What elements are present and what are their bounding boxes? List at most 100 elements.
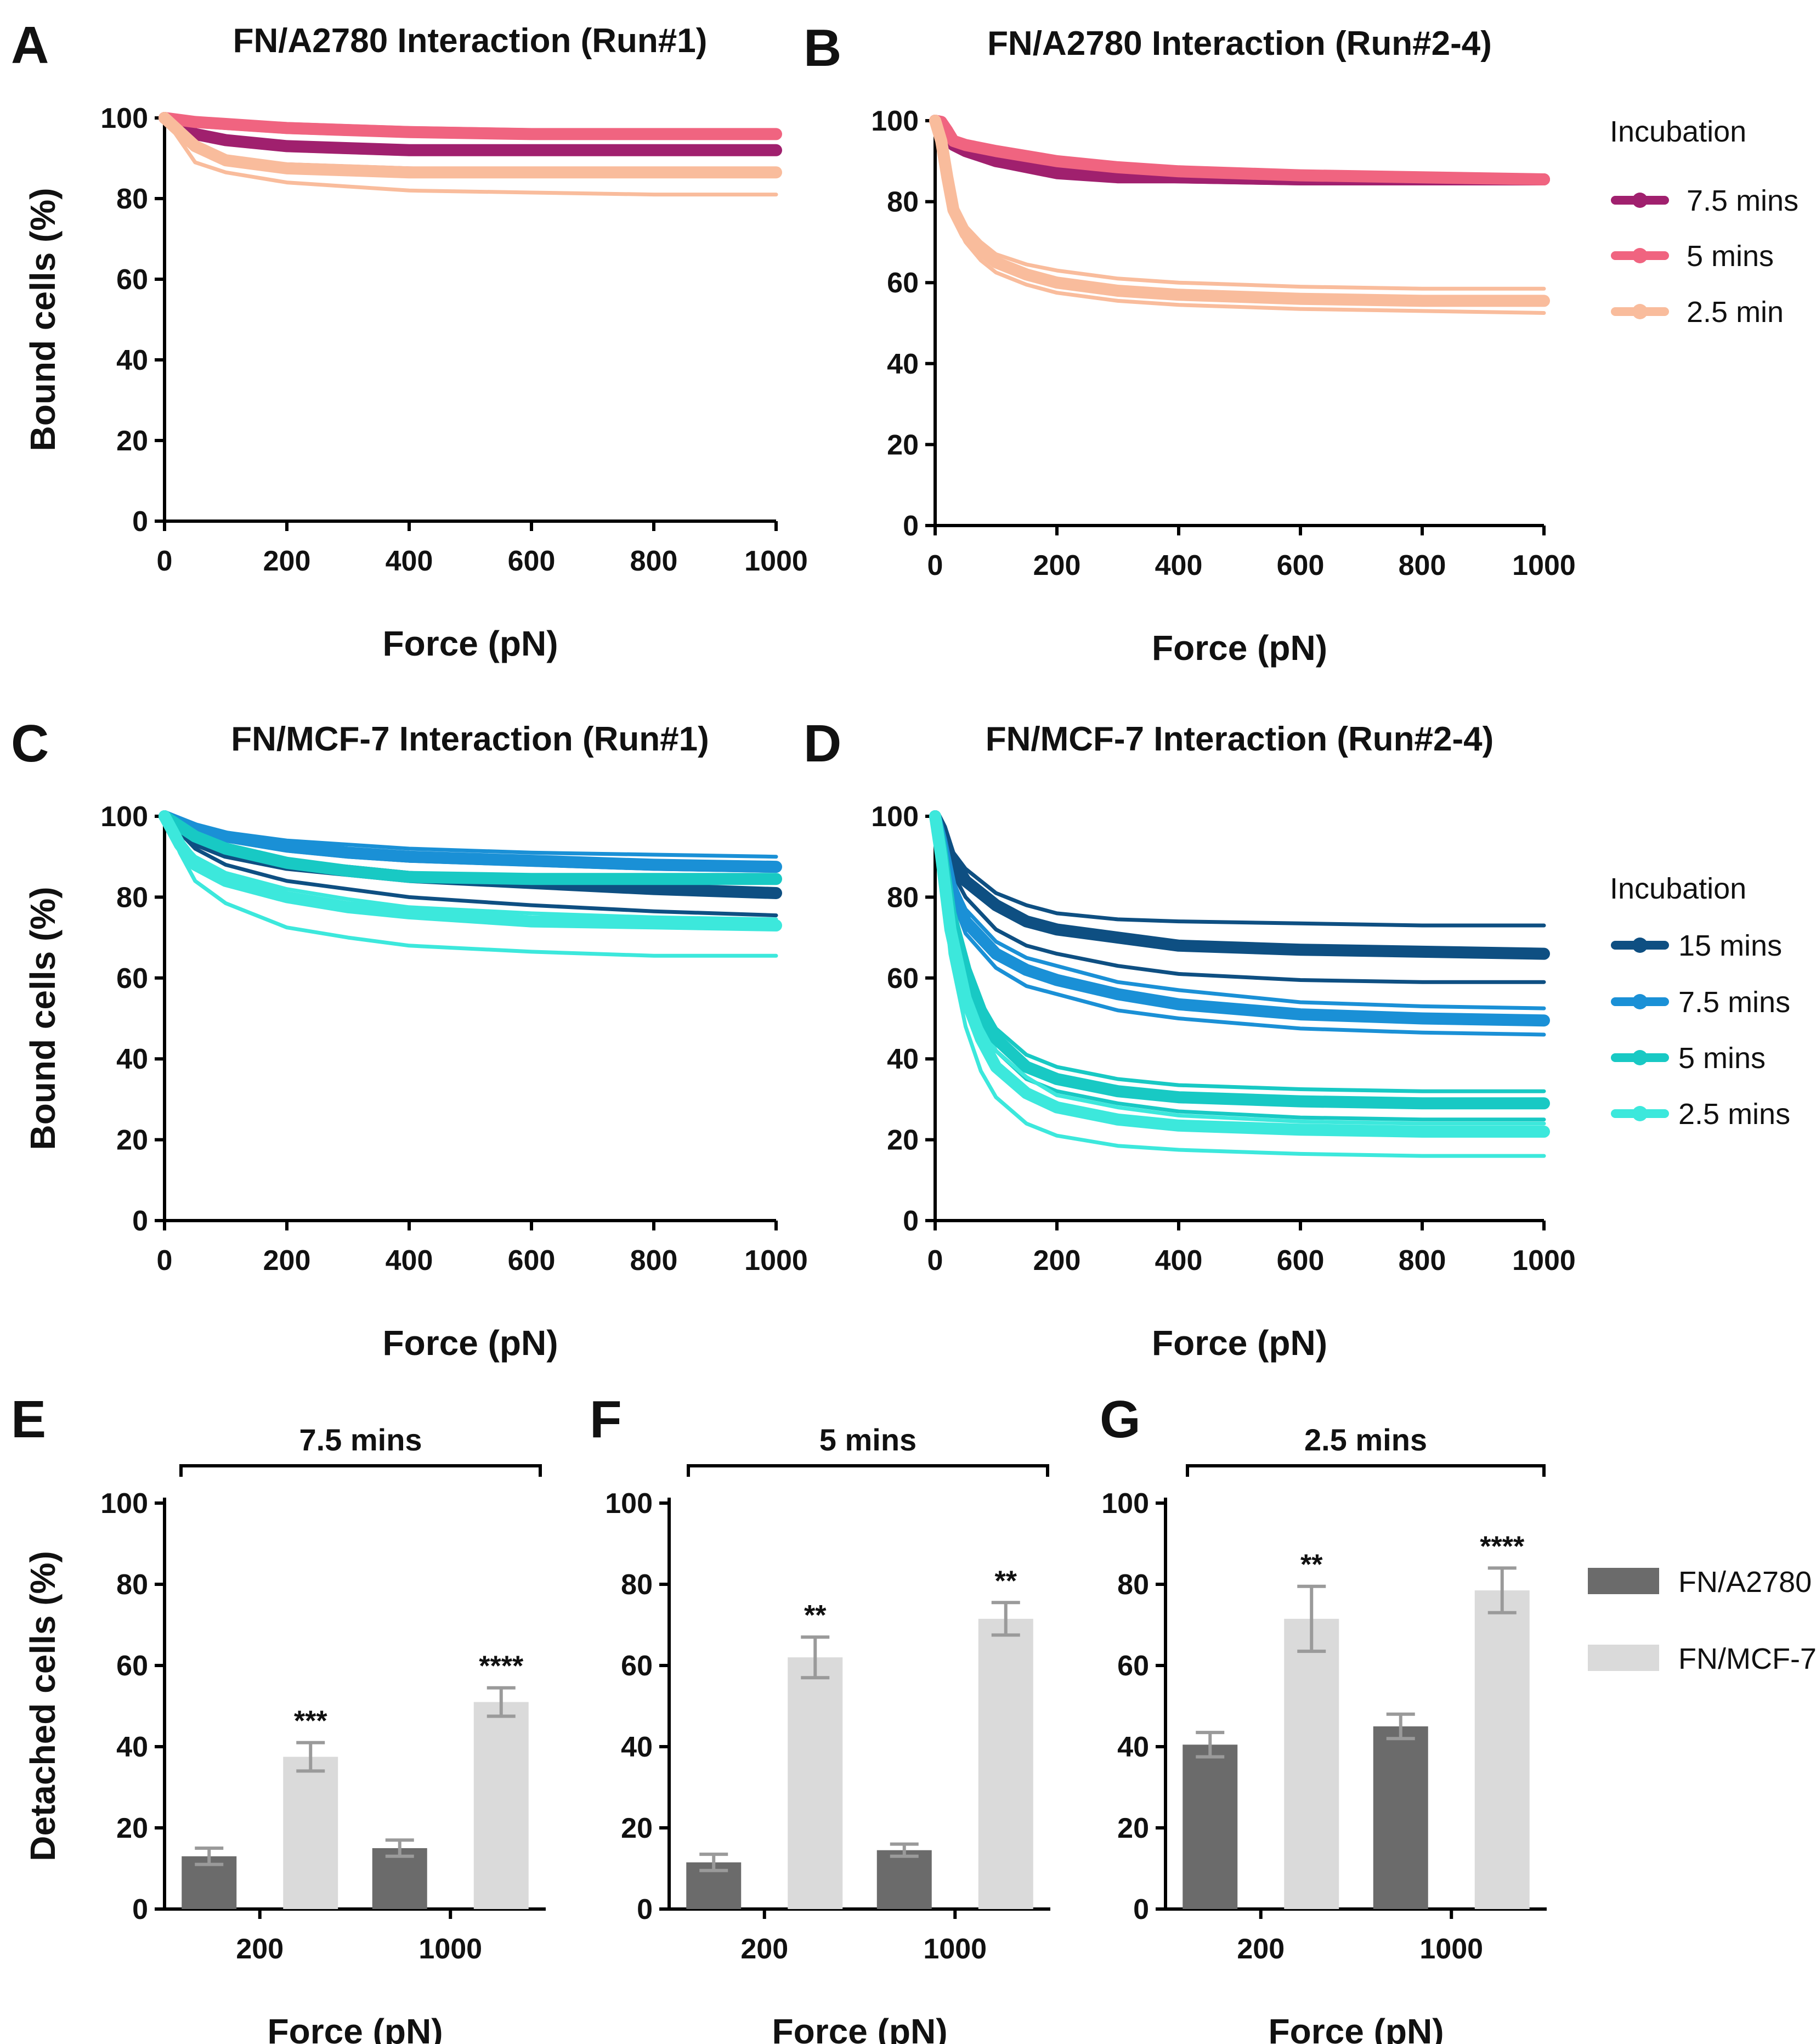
y-tick-label: 40 [621, 1731, 653, 1763]
x-tick-label: 200 [263, 545, 311, 577]
legend-cd-label-2: 5 mins [1678, 1042, 1766, 1075]
y-tick-label: 100 [100, 1488, 148, 1520]
panel-c: C FN/MCF-7 Interaction (Run#1) 0 20 40 60 80 10… [11, 714, 808, 1363]
bar-fna2780-1000 [372, 1848, 427, 1909]
legend-cd-marker-0 [1632, 938, 1648, 953]
x-tick-label: 800 [630, 545, 678, 577]
y-tick-label: 0 [903, 1205, 919, 1237]
y-tick-label: 80 [1117, 1569, 1149, 1601]
y-tick-label: 20 [116, 1813, 148, 1844]
significance-label: ** [1300, 1549, 1323, 1581]
panel-b: B FN/A2780 Interaction (Run#2-4) 0 20 40 60 80… [804, 19, 1576, 668]
y-tick-label: 20 [887, 1125, 919, 1156]
panel-f: F 0 20 40 60 80 100 Force (pN) 5 mins 200 ** 1000 ** [590, 1390, 1050, 2044]
legend-ab-title: Incubation [1610, 115, 1746, 148]
error-bar [195, 1847, 224, 1866]
y-tick-label: 40 [887, 1043, 919, 1075]
series-line-7-5mins-mean [159, 112, 782, 156]
series-line-7-5mins-replicate [933, 814, 1546, 1010]
bar-fnmcf7-200 [788, 1657, 843, 1909]
y-tick-label: 20 [116, 425, 148, 457]
bar-fnmcf7-200 [283, 1757, 338, 1909]
significance-label: *** [294, 1706, 327, 1737]
x-axis-title: Force (pN) [1152, 628, 1327, 668]
x-tick-label: 400 [1155, 550, 1203, 581]
group-bracket [687, 1464, 1049, 1477]
x-tick-label: 400 [1155, 1245, 1203, 1277]
series-line-2-5min-mean [929, 115, 1550, 307]
group-label: 2.5 mins [1304, 1422, 1427, 1457]
legend-ab-label-1: 5 mins [1687, 240, 1774, 273]
y-tick-label: 100 [1101, 1488, 1149, 1520]
legend-cd-marker-1 [1632, 994, 1648, 1009]
series-line-2-5min-mean [159, 112, 782, 179]
significance-label: **** [1480, 1531, 1525, 1562]
legend-cd-label-3: 2.5 mins [1678, 1098, 1790, 1131]
error-bar [385, 1838, 414, 1858]
x-tick-label: 800 [630, 1245, 678, 1277]
x-tick-label: 200 [1033, 1245, 1081, 1277]
error-bar [991, 1601, 1020, 1637]
y-tick-label: 40 [116, 1043, 148, 1075]
error-bar [1297, 1584, 1326, 1653]
x-axis-title: Force (pN) [772, 2012, 948, 2044]
significance-label: ** [804, 1600, 827, 1631]
legend-efg-label-0: FN/A2780 [1678, 1566, 1812, 1599]
error-bar [296, 1741, 325, 1773]
y-tick-label: 20 [887, 429, 919, 461]
y-tick-label: 20 [621, 1813, 653, 1844]
y-tick-label: 0 [1133, 1894, 1149, 1926]
x-tick-label: 600 [508, 545, 556, 577]
series-line-15mins-replicate [933, 814, 1546, 928]
y-tick-label: 40 [116, 1731, 148, 1763]
series-line-15mins-mean [929, 810, 1550, 960]
y-tick-label: 0 [132, 1894, 148, 1926]
y-tick-label: 60 [116, 1650, 148, 1682]
y-axis-title: Detached cells (%) [23, 1551, 63, 1861]
x-tick-label: 1000 [923, 1933, 987, 1965]
panel-title: FN/MCF-7 Interaction (Run#1) [231, 720, 709, 758]
bar-fna2780-1000 [1373, 1726, 1428, 1909]
y-tick-label: 60 [887, 267, 919, 299]
significance-label: ** [995, 1565, 1017, 1597]
legend-cd-marker-2 [1632, 1050, 1648, 1065]
y-tick-label: 100 [871, 105, 919, 137]
panel-letter: E [11, 1390, 46, 1449]
x-axis-title: Force (pN) [383, 1323, 558, 1363]
group-label: 7.5 mins [299, 1422, 422, 1457]
legend-ab-marker-2 [1632, 304, 1648, 319]
panel-title: FN/A2780 Interaction (Run#1) [233, 22, 708, 60]
y-tick-label: 80 [116, 1569, 148, 1601]
y-tick-label: 0 [637, 1894, 653, 1926]
error-bar [890, 1842, 919, 1858]
x-tick-label: 800 [1399, 1245, 1446, 1277]
legend-cd: Incubation 15 mins 7.5 mins 5 mins 2.5 m… [1610, 872, 1790, 1131]
x-tick-label: 0 [157, 545, 173, 577]
bar-fnmcf7-1000 [1474, 1590, 1530, 1909]
panel-g: G 0 20 40 60 80 100 Force (pN) 2.5 mins 200 ** 1000… [1100, 1390, 1547, 2044]
panel-letter: D [804, 714, 841, 773]
y-tick-label: 0 [903, 510, 919, 542]
x-axis-title: Force (pN) [1269, 2012, 1444, 2044]
x-tick-label: 1000 [1512, 550, 1576, 581]
x-tick-label: 400 [386, 545, 433, 577]
y-tick-label: 60 [887, 963, 919, 995]
legend-cd-label-0: 15 mins [1678, 929, 1782, 962]
panel-letter: G [1100, 1390, 1141, 1449]
y-tick-label: 80 [116, 882, 148, 913]
bar-fnmcf7-200 [1284, 1618, 1339, 1909]
panel-title: FN/MCF-7 Interaction (Run#2-4) [986, 720, 1494, 758]
error-bar [1487, 1566, 1517, 1614]
panel-d: D FN/MCF-7 Interaction (Run#2-4) 0 20 40 60 80… [804, 714, 1576, 1363]
legend-efg: FN/A2780 FN/MCF-7 [1588, 1566, 1816, 1675]
panel-letter: B [804, 19, 841, 77]
panel-letter: C [11, 714, 49, 773]
error-bar [486, 1686, 516, 1718]
group-bracket [1186, 1464, 1546, 1477]
y-tick-label: 0 [132, 506, 148, 538]
significance-label: **** [479, 1651, 524, 1682]
x-tick-label: 1000 [1512, 1245, 1576, 1277]
legend-ab: Incubation 7.5 mins 5 mins 2.5 min [1610, 115, 1798, 329]
panel-title: FN/A2780 Interaction (Run#2-4) [987, 25, 1492, 63]
